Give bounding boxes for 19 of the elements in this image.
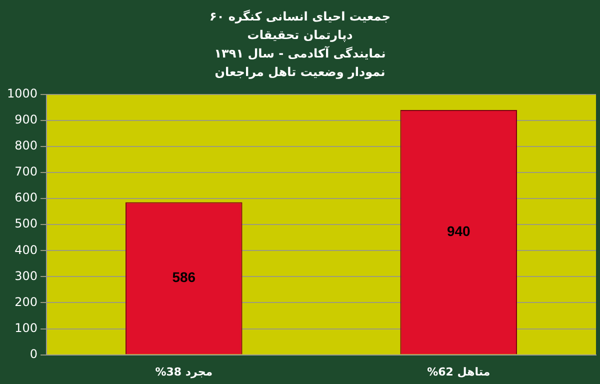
x-tick-label: %38 مجرد (155, 365, 213, 378)
data-label: 940 (446, 223, 471, 240)
x-tick-label: %62 متاهل (427, 365, 490, 378)
y-tick-label: 700 (14, 164, 38, 179)
y-tick-label: 800 (14, 138, 38, 153)
y-tick-label: 0 (30, 346, 38, 361)
y-tick-label: 900 (14, 112, 38, 127)
y-tick-label: 200 (14, 294, 38, 309)
y-tick-label: 300 (14, 268, 38, 283)
y-tick-label: 100 (14, 320, 38, 335)
text: دپارتمان تحقیقات (247, 28, 353, 42)
y-tick-label: 500 (14, 216, 38, 231)
data-label: 586 (172, 269, 196, 286)
y-tick-label: 600 (14, 190, 38, 205)
text: نمودار وضعیت تاهل مراجعان (214, 65, 386, 80)
text: نمایندگی آکادمی - سال ۱۳۹۱ (214, 46, 386, 61)
y-tick-label: 400 (14, 242, 38, 257)
y-tick-label: 1000 (6, 86, 38, 101)
text: جمعیت احیای انسانی کنگره ۶۰ (210, 9, 390, 24)
